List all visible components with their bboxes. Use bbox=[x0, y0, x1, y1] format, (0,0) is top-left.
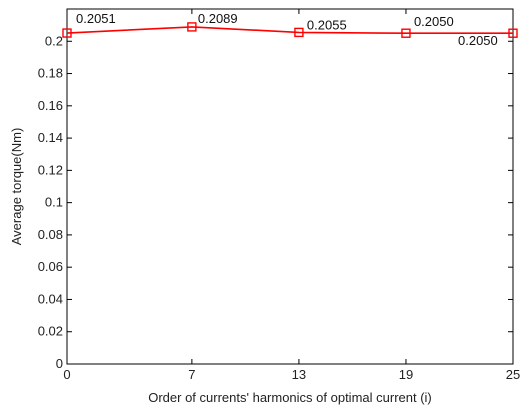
y-tick-label: 0.18 bbox=[38, 66, 63, 81]
data-labels: 0.2051 0.2089 0.2055 0.2050 0.2050 bbox=[76, 11, 498, 48]
y-axis-label: Average torque(Nm) bbox=[9, 128, 24, 246]
y-tick-label: 0.04 bbox=[38, 291, 63, 306]
data-label: 0.2050 bbox=[458, 33, 498, 48]
y-tick-label: 0.02 bbox=[38, 324, 63, 339]
x-tick-label: 13 bbox=[292, 367, 306, 382]
y-tick-label: 0.08 bbox=[38, 227, 63, 242]
y-tick-label: 0.2 bbox=[45, 33, 63, 48]
y-axis: 0 0.02 0.04 0.06 0.08 0.1 0.12 0.14 0.16 0.18 0.2 bbox=[38, 33, 513, 371]
data-label: 0.2055 bbox=[307, 17, 347, 32]
x-tick-label: 19 bbox=[399, 367, 413, 382]
x-axis: 0 7 13 19 25 bbox=[63, 9, 520, 382]
y-tick-label: 0.1 bbox=[45, 195, 63, 210]
data-point-marker bbox=[294, 27, 304, 38]
y-tick-label: 0.16 bbox=[38, 98, 63, 113]
x-tick-label: 25 bbox=[506, 367, 520, 382]
y-tick-label: 0.06 bbox=[38, 259, 63, 274]
x-tick-label: 0 bbox=[63, 367, 70, 382]
x-axis-label: Order of currents' harmonics of optimal … bbox=[148, 390, 432, 405]
data-label: 0.2051 bbox=[76, 11, 116, 26]
y-tick-label: 0 bbox=[56, 356, 63, 371]
x-tick-label: 7 bbox=[188, 367, 195, 382]
data-point-marker bbox=[401, 28, 411, 38]
data-point-marker bbox=[508, 28, 518, 38]
plot-frame bbox=[66, 8, 514, 365]
data-point-marker bbox=[62, 28, 72, 38]
y-tick-label: 0.12 bbox=[38, 162, 63, 177]
data-label: 0.2050 bbox=[414, 14, 454, 29]
data-label: 0.2089 bbox=[198, 11, 238, 26]
y-tick-label: 0.14 bbox=[38, 130, 63, 145]
plot-area bbox=[66, 8, 514, 365]
series-line bbox=[66, 26, 513, 35]
series-layer bbox=[62, 22, 518, 38]
data-point-marker bbox=[187, 22, 197, 32]
